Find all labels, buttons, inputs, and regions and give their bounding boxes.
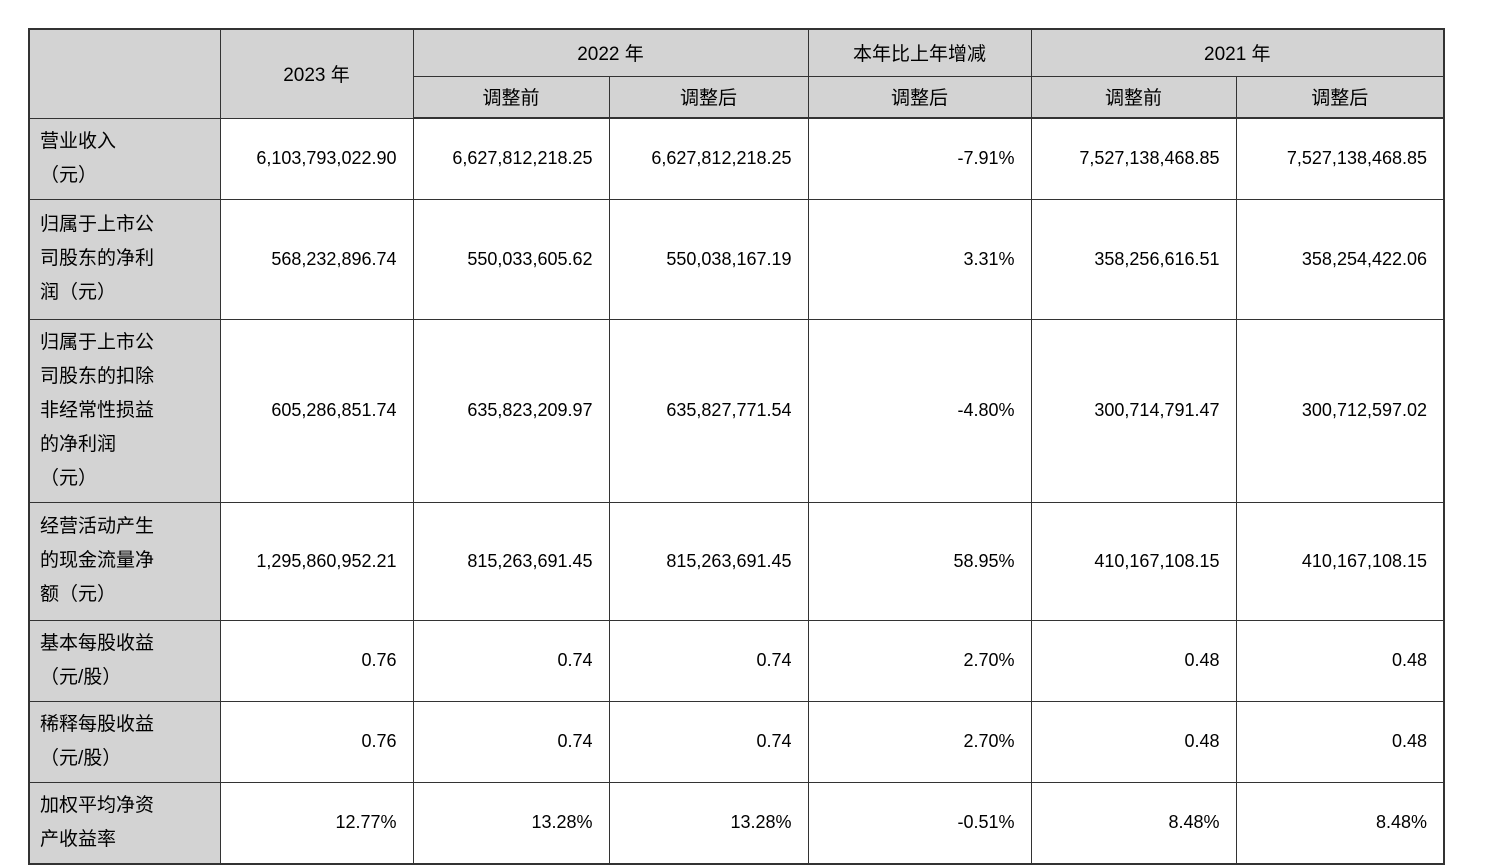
cell-2021-post: 410,167,108.15	[1235, 501, 1445, 621]
cell-2023: 12.77%	[219, 781, 414, 865]
cell-change: 58.95%	[807, 501, 1032, 621]
cell-2023: 1,295,860,952.21	[219, 501, 414, 621]
table-row-basic-eps: 基本每股收益 （元/股） 0.76 0.74 0.74 2.70% 0.48 0…	[28, 619, 1445, 702]
cell-2022-pre: 815,263,691.45	[412, 501, 610, 621]
financial-summary-table: 2023 年 2022 年 本年比上年增减 2021 年 调整前 调整后 调整后…	[28, 28, 1446, 865]
cell-2022-post: 550,038,167.19	[608, 198, 809, 320]
header-change: 本年比上年增减	[807, 28, 1032, 77]
subheader-2021-post: 调整后	[1235, 75, 1445, 119]
cell-2022-post: 6,627,812,218.25	[608, 117, 809, 200]
cell-change: -4.80%	[807, 318, 1032, 503]
cell-2022-post: 815,263,691.45	[608, 501, 809, 621]
header-2022: 2022 年	[412, 28, 809, 77]
cell-2022-post: 635,827,771.54	[608, 318, 809, 503]
cell-2021-post: 358,254,422.06	[1235, 198, 1445, 320]
row-label: 归属于上市公 司股东的净利 润（元）	[28, 198, 221, 320]
cell-2023: 0.76	[219, 700, 414, 783]
row-label: 归属于上市公 司股东的扣除 非经常性损益 的净利润 （元）	[28, 318, 221, 503]
cell-2021-post: 300,712,597.02	[1235, 318, 1445, 503]
header-2021: 2021 年	[1030, 28, 1445, 77]
cell-2021-pre: 0.48	[1030, 619, 1237, 702]
corner-cell	[28, 28, 221, 119]
cell-2023: 605,286,851.74	[219, 318, 414, 503]
table-row-net-profit: 归属于上市公 司股东的净利 润（元） 568,232,896.74 550,03…	[28, 198, 1445, 320]
cell-2023: 6,103,793,022.90	[219, 117, 414, 200]
subheader-2021-pre: 调整前	[1030, 75, 1237, 119]
cell-2021-pre: 0.48	[1030, 700, 1237, 783]
subheader-2022-pre: 调整前	[412, 75, 610, 119]
cell-2021-pre: 358,256,616.51	[1030, 198, 1237, 320]
cell-change: 3.31%	[807, 198, 1032, 320]
cell-change: -7.91%	[807, 117, 1032, 200]
cell-2021-pre: 8.48%	[1030, 781, 1237, 865]
cell-2023: 0.76	[219, 619, 414, 702]
row-label: 营业收入 （元）	[28, 117, 221, 200]
cell-2023: 568,232,896.74	[219, 198, 414, 320]
table-row-diluted-eps: 稀释每股收益 （元/股） 0.76 0.74 0.74 2.70% 0.48 0…	[28, 700, 1445, 783]
cell-2022-pre: 13.28%	[412, 781, 610, 865]
row-label: 稀释每股收益 （元/股）	[28, 700, 221, 783]
cell-2022-pre: 0.74	[412, 619, 610, 702]
cell-2021-pre: 300,714,791.47	[1030, 318, 1237, 503]
row-label: 经营活动产生 的现金流量净 额（元）	[28, 501, 221, 621]
cell-change: 2.70%	[807, 700, 1032, 783]
cell-change: 2.70%	[807, 619, 1032, 702]
cell-2021-post: 8.48%	[1235, 781, 1445, 865]
table-row-weighted-avg-roe: 加权平均净资 产收益率 12.77% 13.28% 13.28% -0.51% …	[28, 781, 1445, 865]
row-label: 基本每股收益 （元/股）	[28, 619, 221, 702]
cell-2022-post: 0.74	[608, 700, 809, 783]
table-row-operating-cash-flow: 经营活动产生 的现金流量净 额（元） 1,295,860,952.21 815,…	[28, 501, 1445, 621]
cell-2022-pre: 550,033,605.62	[412, 198, 610, 320]
cell-2021-post: 0.48	[1235, 700, 1445, 783]
cell-2021-pre: 410,167,108.15	[1030, 501, 1237, 621]
subheader-change-post: 调整后	[807, 75, 1032, 119]
cell-2022-post: 13.28%	[608, 781, 809, 865]
header-row-adjust: 调整前 调整后 调整后 调整前 调整后	[29, 75, 1445, 119]
table-row-net-profit-excl-nonrecurring: 归属于上市公 司股东的扣除 非经常性损益 的净利润 （元） 605,286,85…	[28, 318, 1445, 503]
cell-2021-post: 7,527,138,468.85	[1235, 117, 1445, 200]
cell-2022-pre: 635,823,209.97	[412, 318, 610, 503]
cell-2021-post: 0.48	[1235, 619, 1445, 702]
table-row-revenue: 营业收入 （元） 6,103,793,022.90 6,627,812,218.…	[28, 117, 1445, 200]
cell-2021-pre: 7,527,138,468.85	[1030, 117, 1237, 200]
cell-2022-pre: 0.74	[412, 700, 610, 783]
cell-change: -0.51%	[807, 781, 1032, 865]
header-row-years: 2023 年 2022 年 本年比上年增减 2021 年	[28, 28, 1445, 119]
cell-2022-post: 0.74	[608, 619, 809, 702]
cell-2022-pre: 6,627,812,218.25	[412, 117, 610, 200]
header-2023: 2023 年	[219, 28, 414, 119]
subheader-2022-post: 调整后	[608, 75, 809, 119]
row-label: 加权平均净资 产收益率	[28, 781, 221, 865]
